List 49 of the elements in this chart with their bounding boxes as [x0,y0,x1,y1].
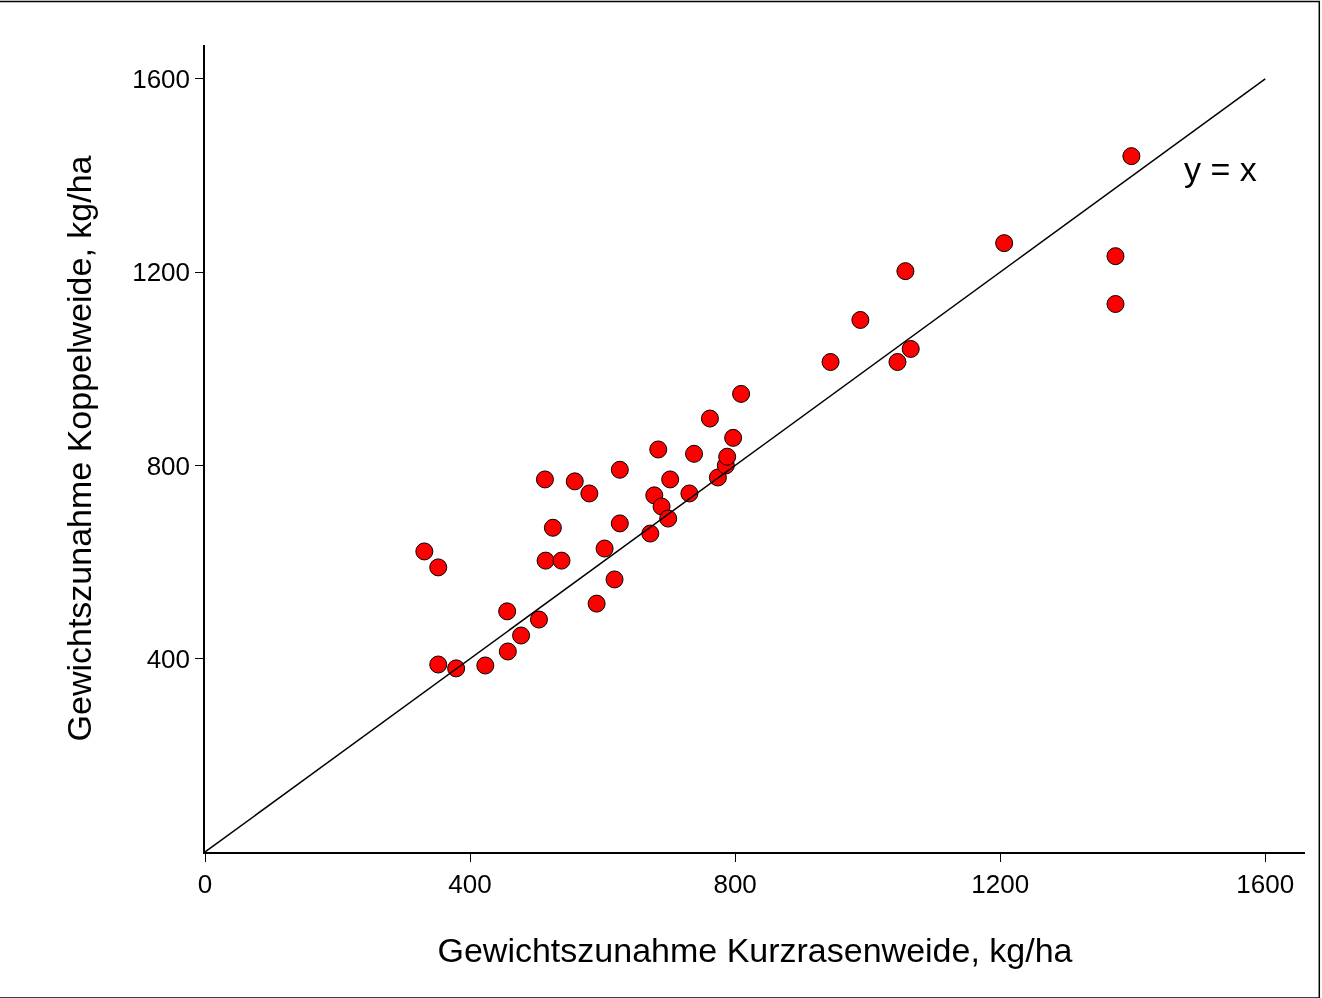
point [732,384,751,403]
point [529,610,548,629]
point [565,472,584,491]
x-axis-title: Gewichtszunahme Kurzrasenweide, kg/ha [437,930,1073,969]
point [587,594,606,613]
point [888,353,907,371]
y-tick-label: 1600 [132,63,191,94]
point [476,656,495,675]
point [680,484,699,503]
x-tick-label: 800 [713,868,757,899]
y-tick-label: 1200 [132,257,191,288]
point [595,539,614,558]
point [605,570,624,589]
point [512,626,531,645]
y-tick-label: 400 [146,643,191,674]
point [685,444,704,463]
point [415,542,434,561]
x-tick-label: 1600 [1236,868,1295,899]
point [995,234,1014,253]
annotation: y = x [1184,150,1257,188]
point [1106,247,1125,266]
point [718,447,737,466]
point [1106,295,1125,313]
point [610,514,629,533]
point [429,655,448,674]
y-tick-label: 800 [146,450,191,481]
y-axis-title: Gewichtszunahme Koppelweide, kg/ha [60,155,99,742]
point [1122,147,1141,166]
point [700,409,719,428]
point [536,551,555,570]
x-tick-label: 1200 [971,868,1030,899]
point [552,551,571,570]
point [661,470,680,489]
point [543,518,562,537]
point [851,310,870,329]
point [821,353,840,371]
point [429,558,448,577]
point [498,642,517,661]
point [649,440,668,459]
point [896,262,915,281]
point [580,484,599,503]
point [724,428,743,447]
x-tick-label: 400 [448,868,492,899]
point [610,460,629,479]
x-tick-label: 0 [197,868,213,899]
point [641,524,660,543]
point [535,470,554,489]
point [498,602,517,621]
point [901,339,920,358]
